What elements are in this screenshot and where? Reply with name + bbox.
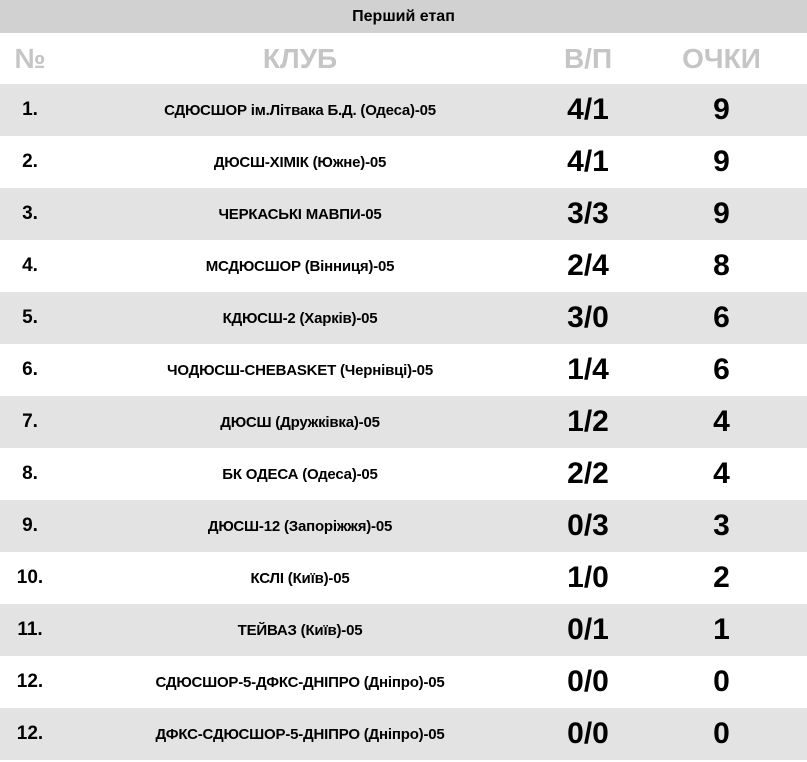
rank-cell: 10.: [16, 567, 44, 588]
table-row: 2. ДЮСШ-ХІМІК (Южне)-05 4/1 9: [0, 136, 807, 188]
rank-cell: 7.: [22, 411, 38, 432]
club-cell: МСДЮСШОР (Вінниця)-05: [205, 257, 395, 275]
header-points: ОЧКИ: [682, 42, 761, 74]
table-row: 12. ДФКС-СДЮСШОР-5-ДНІПРО (Дніпро)-05 0/…: [0, 708, 807, 760]
rank-cell: 3.: [22, 203, 38, 224]
points-cell: 9: [713, 197, 730, 230]
points-cell: 3: [713, 509, 730, 542]
table-row: 12. СДЮСШОР-5-ДФКС-ДНІПРО (Дніпро)-05 0/…: [0, 656, 807, 708]
points-cell: 2: [713, 561, 730, 594]
stage-title: Перший етап: [352, 7, 455, 25]
rank-cell: 1.: [22, 99, 38, 120]
win-loss-cell: 1/4: [567, 353, 609, 386]
table-row: 5. КДЮСШ-2 (Харків)-05 3/0 6: [0, 292, 807, 344]
table-row: 9. ДЮСШ-12 (Запоріжжя)-05 0/3 3: [0, 500, 807, 552]
table-row: 6. ЧОДЮСШ-CHEBASKET (Чернівці)-05 1/4 6: [0, 344, 807, 396]
win-loss-cell: 1/0: [567, 561, 609, 594]
points-cell: 0: [713, 665, 730, 698]
rank-cell: 6.: [22, 359, 38, 380]
stage-title-bar: Перший етап: [0, 0, 807, 33]
club-cell: СДЮСШОР-5-ДФКС-ДНІПРО (Дніпро)-05: [155, 673, 445, 691]
rank-cell: 9.: [22, 515, 38, 536]
rank-cell: 5.: [22, 307, 38, 328]
rank-cell: 4.: [22, 255, 38, 276]
win-loss-cell: 0/1: [567, 613, 609, 646]
club-cell: ТЕЙВАЗ (Київ)-05: [237, 621, 363, 639]
points-cell: 0: [713, 717, 730, 750]
win-loss-cell: 4/1: [567, 145, 609, 178]
win-loss-cell: 3/0: [567, 301, 609, 334]
table-row: 11. ТЕЙВАЗ (Київ)-05 0/1 1: [0, 604, 807, 656]
win-loss-cell: 1/2: [567, 405, 609, 438]
club-cell: ЧЕРКАСЬКІ МАВПИ-05: [218, 205, 382, 223]
win-loss-cell: 0/0: [567, 665, 609, 698]
rank-cell: 2.: [22, 151, 38, 172]
club-cell: СДЮСШОР ім.Літвака Б.Д. (Одеса)-05: [164, 101, 436, 119]
win-loss-cell: 0/3: [567, 509, 609, 542]
table-row: 3. ЧЕРКАСЬКІ МАВПИ-05 3/3 9: [0, 188, 807, 240]
win-loss-cell: 0/0: [567, 717, 609, 750]
rank-cell: 8.: [22, 463, 38, 484]
points-cell: 6: [713, 301, 730, 334]
table-row: 7. ДЮСШ (Дружківка)-05 1/2 4: [0, 396, 807, 448]
win-loss-cell: 4/1: [567, 93, 609, 126]
points-cell: 8: [713, 249, 730, 282]
header-win-loss: В/П: [563, 42, 613, 74]
table-row: 8. БК ОДЕСА (Одеса)-05 2/2 4: [0, 448, 807, 500]
club-cell: ЧОДЮСШ-CHEBASKET (Чернівці)-05: [167, 361, 433, 379]
table-body: 1. СДЮСШОР ім.Літвака Б.Д. (Одеса)-05 4/…: [0, 84, 807, 760]
points-cell: 4: [713, 457, 730, 490]
club-cell: ДЮСШ-ХІМІК (Южне)-05: [213, 153, 387, 171]
club-cell: ДЮСШ (Дружківка)-05: [220, 413, 380, 431]
club-cell: БК ОДЕСА (Одеса)-05: [222, 465, 378, 483]
points-cell: 4: [713, 405, 730, 438]
win-loss-cell: 2/4: [567, 249, 609, 282]
table-row: 1. СДЮСШОР ім.Літвака Б.Д. (Одеса)-05 4/…: [0, 84, 807, 136]
club-cell: КДЮСШ-2 (Харків)-05: [222, 309, 378, 327]
rank-cell: 12.: [16, 671, 44, 692]
club-cell: ДФКС-СДЮСШОР-5-ДНІПРО (Дніпро)-05: [155, 725, 445, 743]
club-cell: КСЛІ (Київ)-05: [250, 569, 350, 587]
club-cell: ДЮСШ-12 (Запоріжжя)-05: [207, 517, 393, 535]
points-cell: 1: [713, 613, 730, 646]
points-cell: 9: [713, 93, 730, 126]
table-row: 10. КСЛІ (Київ)-05 1/0 2: [0, 552, 807, 604]
win-loss-cell: 3/3: [567, 197, 609, 230]
points-cell: 9: [713, 145, 730, 178]
header-rank: №: [14, 42, 46, 74]
rank-cell: 12.: [16, 723, 44, 744]
table-row: 4. МСДЮСШОР (Вінниця)-05 2/4 8: [0, 240, 807, 292]
rank-cell: 11.: [17, 619, 43, 640]
table-header-row: № КЛУБ В/П ОЧКИ: [0, 33, 807, 84]
header-club: КЛУБ: [262, 42, 338, 74]
win-loss-cell: 2/2: [567, 457, 609, 490]
points-cell: 6: [713, 353, 730, 386]
